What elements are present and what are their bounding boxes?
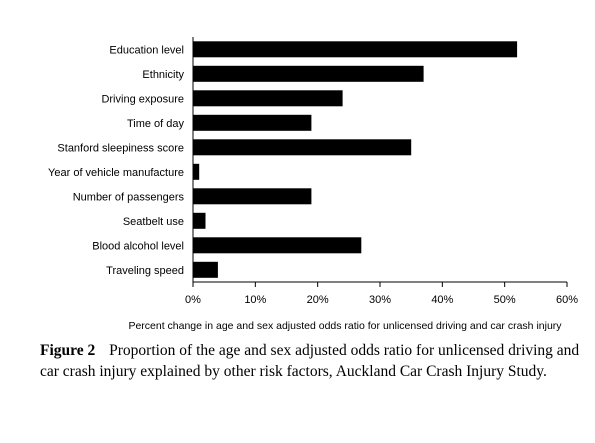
figure-label: Figure 2 [40,342,96,359]
category-label: Ethnicity [142,69,184,81]
category-label: Driving exposure [101,93,184,105]
bar-seatbelt-use [193,212,206,229]
x-tick-label: 50% [494,294,516,306]
category-label: Education level [109,44,184,56]
x-tick-label: 40% [431,294,453,306]
bar-number-of-passengers [193,188,312,205]
x-tick-label: 20% [307,294,329,306]
x-tick-label: 0% [185,294,201,306]
category-label: Seatbelt use [123,216,184,228]
x-axis-ticks: 0% 10% 20% 30% 40% 50% 60% [185,282,578,306]
bar-blood-alcohol-level [193,237,362,254]
category-label: Traveling speed [106,265,184,277]
x-tick-label: 60% [556,294,578,306]
bar-ethnicity [193,65,424,82]
bar-stanford-sleepiness-score [193,139,412,156]
bar-driving-exposure [193,90,343,107]
figure-caption-text: Proportion of the age and sex adjusted o… [40,342,580,380]
category-label: Blood alcohol level [92,240,184,252]
figure-caption: Figure 2 Proportion of the age and sex a… [40,340,580,382]
category-label: Year of vehicle manufacture [48,167,184,179]
bar-traveling-speed [193,261,218,278]
x-tick-label: 10% [244,294,266,306]
category-label: Number of passengers [73,191,185,203]
bar-year-of-vehicle-manufacture [193,163,200,180]
bars-group [193,41,518,278]
bar-education-level [193,41,518,58]
category-label: Stanford sleepiness score [57,142,184,154]
bar-chart: Education level Ethnicity Driving exposure… [48,37,578,332]
bar-time-of-day [193,114,312,131]
x-axis-title: Percent change in age and sex adjusted o… [128,320,562,332]
category-labels: Education level Ethnicity Driving exposure… [48,44,184,276]
x-tick-label: 30% [369,294,391,306]
category-label: Time of day [127,118,185,130]
